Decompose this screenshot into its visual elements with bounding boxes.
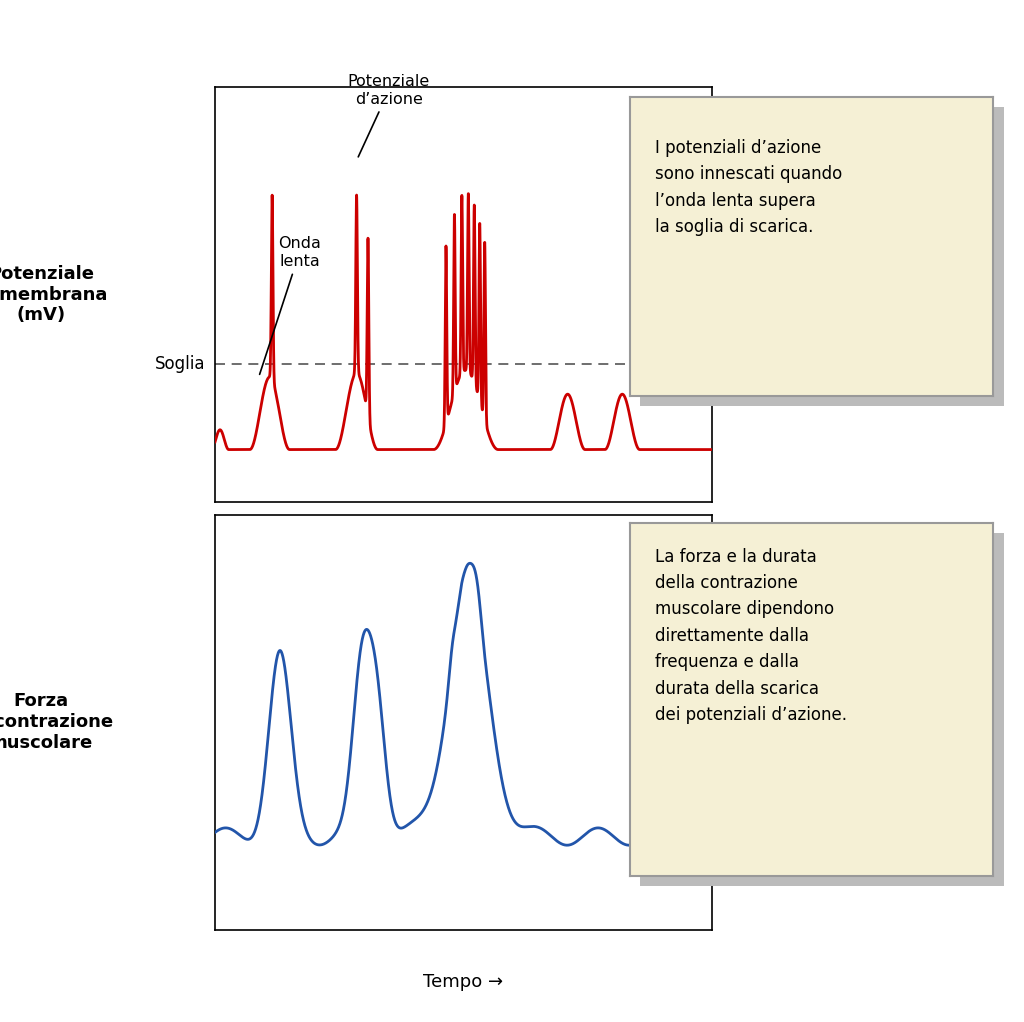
Text: Forza
di contrazione
muscolare: Forza di contrazione muscolare	[0, 693, 113, 752]
Text: Potenziale
d’azione: Potenziale d’azione	[348, 75, 430, 157]
Text: La forza e la durata
della contrazione
muscolare dipendono
direttamente dalla
fr: La forza e la durata della contrazione m…	[655, 548, 847, 724]
Text: Potenziale
di membrana
(mV): Potenziale di membrana (mV)	[0, 265, 108, 324]
Text: I potenziali d’azione
sono innescati quando
l’onda lenta supera
la soglia di sca: I potenziali d’azione sono innescati qua…	[655, 139, 843, 236]
Text: Onda
lenta: Onda lenta	[260, 236, 321, 374]
Text: Soglia: Soglia	[155, 355, 205, 373]
Text: Tempo →: Tempo →	[423, 973, 504, 991]
